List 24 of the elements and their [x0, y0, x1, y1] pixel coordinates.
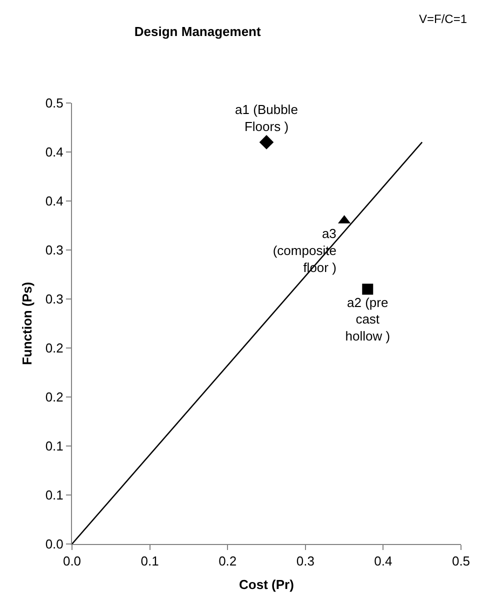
y-tick-label: 0.5	[45, 96, 64, 111]
y-tick-label: 0.0	[45, 536, 64, 552]
y-tick-label: 0.4	[45, 194, 64, 209]
point	[362, 284, 374, 295]
series-label: a2 (pre cast hollow )	[345, 294, 390, 344]
x-tick-label: 0.5	[452, 554, 470, 569]
y-tick-label: 0.2	[45, 390, 64, 405]
x-tick-label: 0.2	[218, 554, 237, 569]
y-tick-label: 0.2	[45, 340, 64, 356]
series-label: a1 (Bubble Floors )	[235, 102, 298, 134]
y-tick-label: 0.3	[45, 242, 64, 258]
x-tick-label: 0.3	[296, 554, 314, 569]
x-tick-label: 0.4	[374, 554, 392, 569]
x-tick-label: 0.1	[140, 554, 159, 569]
y-tick-label: 0.4	[45, 144, 64, 160]
x-axis-title: Cost (Pr)	[239, 577, 294, 592]
text: V=F/C=1	[419, 12, 468, 26]
y-tick-label: 0.3	[45, 292, 64, 307]
chart-title: Design Management	[134, 24, 262, 40]
y-tick-label: 0.1	[45, 488, 64, 503]
y-axis-title: Function (Ps)	[19, 282, 34, 366]
point	[259, 135, 274, 150]
x-tick-label: 0.0	[62, 554, 82, 569]
y-tick-label: 0.1	[45, 438, 64, 454]
